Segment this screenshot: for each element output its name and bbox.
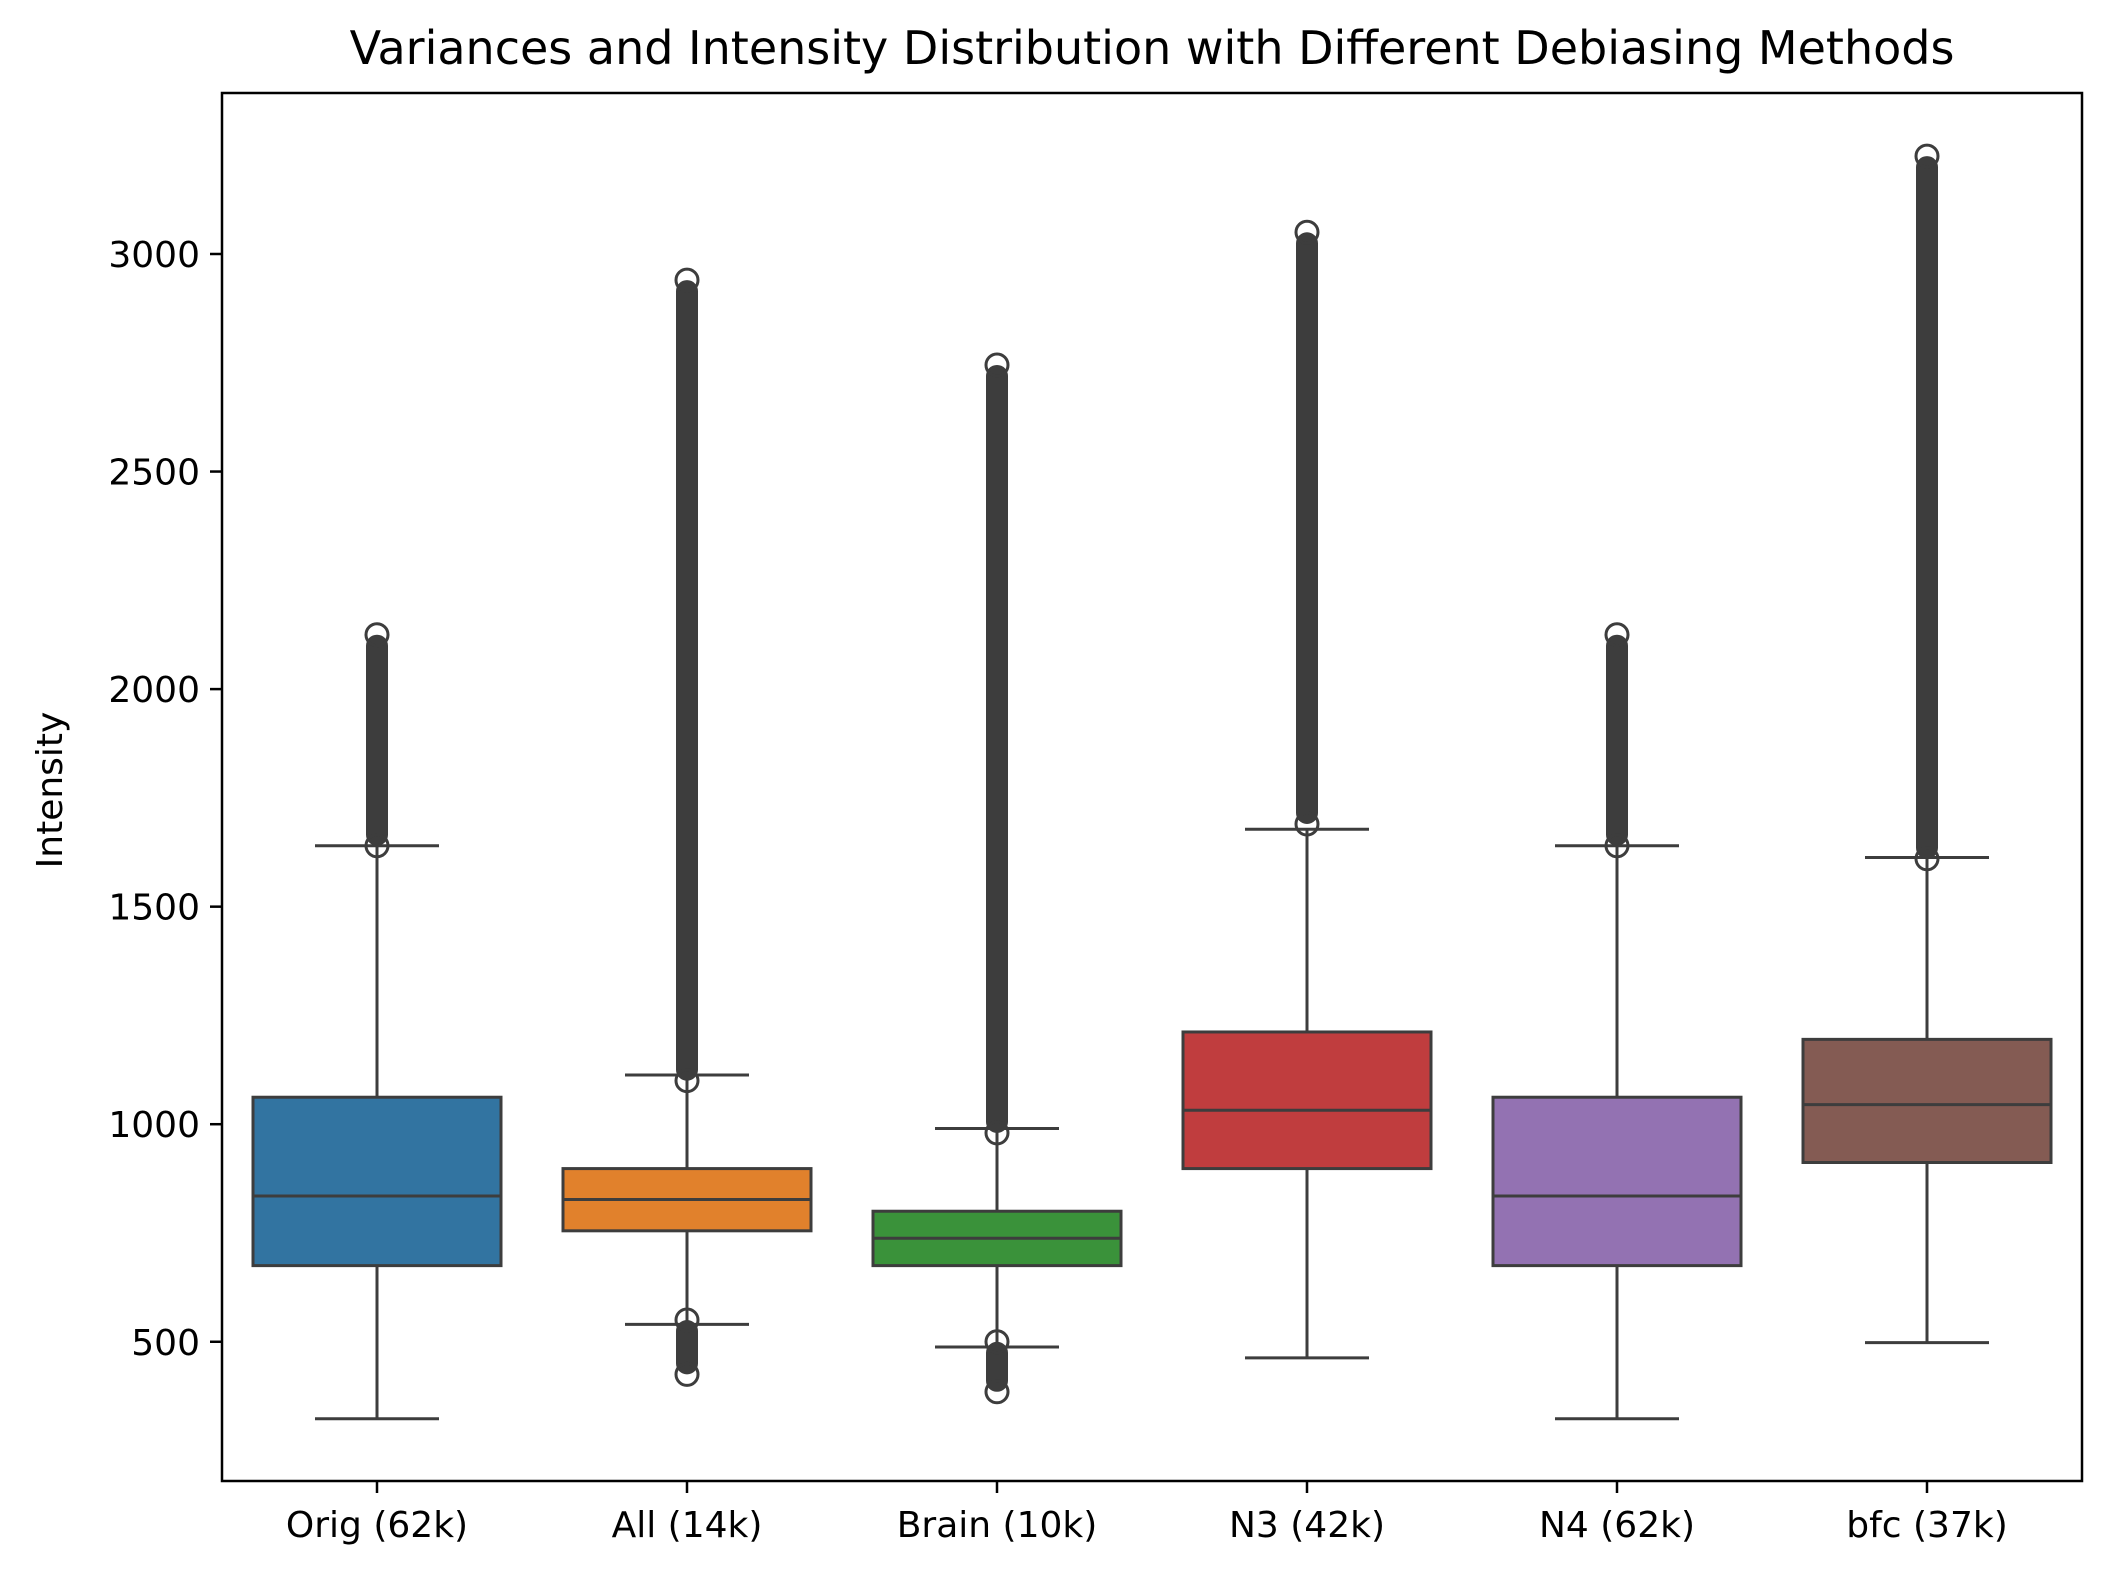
brain-10k-outliers-high-band xyxy=(986,364,1008,1133)
y-tick-label-2500: 2500 xyxy=(108,453,200,494)
box-group-all-14k xyxy=(561,267,813,1387)
x-tick-label-brain-10k: Brain (10k) xyxy=(897,1505,1098,1546)
plot-area xyxy=(251,143,2053,1421)
n3-42k-box xyxy=(1181,1030,1433,1171)
orig-62k-outlier-high-max xyxy=(364,622,390,648)
orig-62k-outlier-high-min xyxy=(364,833,390,859)
chart-title: Variances and Intensity Distribution wit… xyxy=(350,21,1955,75)
n3-42k-outlier-high-max xyxy=(1294,219,1320,245)
bfc-37k-outlier-high-min xyxy=(1914,846,1940,872)
n3-42k-outliers-high-band xyxy=(1296,232,1318,824)
y-tick-label-3000: 3000 xyxy=(108,235,200,276)
orig-62k-outliers-high-band xyxy=(366,634,388,846)
box-group-n3-42k xyxy=(1181,219,1433,1360)
y-tick-label-1500: 1500 xyxy=(108,888,200,929)
n3-42k-outlier-high-min xyxy=(1294,811,1320,837)
box-group-brain-10k xyxy=(871,352,1123,1405)
n4-62k-outliers-high-band xyxy=(1606,634,1628,846)
brain-10k-outlier-high-min xyxy=(984,1120,1010,1146)
all-14k-outliers-low-band xyxy=(676,1320,698,1375)
all-14k-outlier-high-max xyxy=(674,267,700,293)
bfc-37k-outlier-high-max xyxy=(1914,143,1940,169)
x-tick-label-all-14k: All (14k) xyxy=(612,1505,763,1546)
n4-62k-box xyxy=(1491,1095,1743,1268)
x-tick-label-n4-62k: N4 (62k) xyxy=(1539,1505,1695,1546)
n4-62k-outlier-high-min xyxy=(1604,833,1630,859)
orig-62k-box xyxy=(251,1095,503,1268)
n4-62k-outlier-high-max xyxy=(1604,622,1630,648)
y-tick-label-2000: 2000 xyxy=(108,670,200,711)
box-group-orig-62k xyxy=(251,622,503,1421)
all-14k-outlier-low-min xyxy=(674,1361,700,1387)
bfc-37k-box xyxy=(1801,1037,2053,1164)
axes: Orig (62k) All (14k) Brain (10k) N3 (42k) N4… xyxy=(108,235,2007,1546)
x-tick-label-bfc-37k: bfc (37k) xyxy=(1846,1505,2008,1546)
box-group-n4-62k xyxy=(1491,622,1743,1421)
all-14k-outlier-low-max xyxy=(674,1307,700,1333)
brain-10k-outlier-high-max xyxy=(984,352,1010,378)
y-tick-label-500: 500 xyxy=(131,1323,200,1364)
plot-frame xyxy=(220,91,2084,1483)
brain-10k-outlier-low-max xyxy=(984,1329,1010,1355)
bfc-37k-outliers-high-band xyxy=(1916,156,1938,859)
x-tick-label-n3-42k: N3 (42k) xyxy=(1229,1505,1385,1546)
all-14k-outliers-high-band xyxy=(676,280,698,1081)
all-14k-outlier-high-min xyxy=(674,1068,700,1094)
box-group-bfc-37k xyxy=(1801,143,2053,1345)
y-tick-label-1000: 1000 xyxy=(108,1105,200,1146)
brain-10k-outliers-low-band xyxy=(986,1341,1008,1392)
brain-10k-outlier-low-min xyxy=(984,1379,1010,1405)
y-axis-label: Intensity xyxy=(30,712,71,869)
x-tick-label-orig-62k: Orig (62k) xyxy=(286,1505,468,1546)
